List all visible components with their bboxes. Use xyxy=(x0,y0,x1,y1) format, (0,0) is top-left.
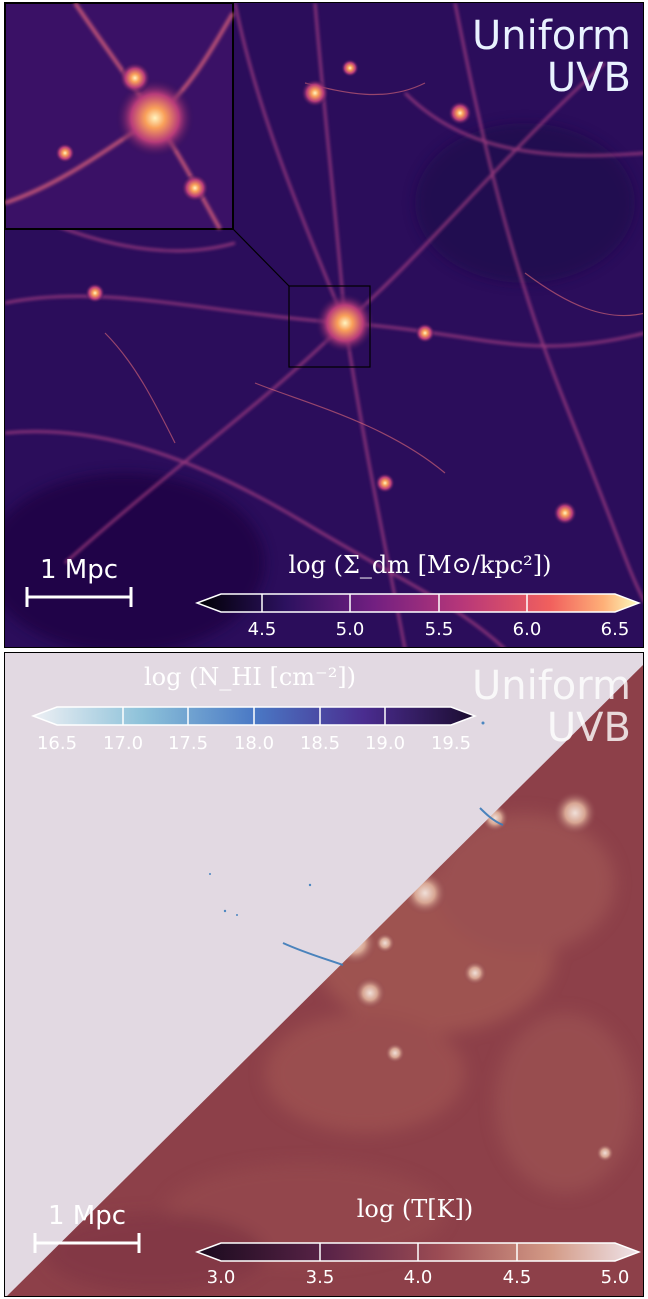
bottom-uvb-label-line2: UVB xyxy=(546,705,631,751)
temperature-colorbar-ticks: 3.0 3.5 4.0 4.5 5.0 xyxy=(195,1267,641,1291)
temperature-colorbar-tick: 4.0 xyxy=(403,1267,433,1288)
top-colorbar-tick: 4.5 xyxy=(247,619,277,640)
nhi-colorbar-tick: 18.0 xyxy=(233,733,275,754)
temperature-colorbar xyxy=(195,1242,641,1262)
top-scalebar-label: 1 Mpc xyxy=(39,555,119,585)
nhi-colorbar-tick: 19.0 xyxy=(364,733,406,754)
dark-matter-density-panel: Uniform UVB 1 Mpc log (Σ_dm [M⊙/kpc²]) xyxy=(4,2,644,648)
bottom-uvb-label-line1: Uniform xyxy=(471,663,631,709)
temperature-colorbar-tick: 5.0 xyxy=(600,1267,630,1288)
bottom-scalebar: 1 Mpc xyxy=(31,1201,143,1259)
temperature-colorbar-tick: 3.5 xyxy=(305,1267,335,1288)
nhi-colorbar-tick: 17.0 xyxy=(102,733,144,754)
top-scalebar-line xyxy=(25,587,133,607)
nhi-colorbar-title: log (N_HI [cm⁻²]) xyxy=(143,663,357,691)
temperature-colorbar-tick: 3.0 xyxy=(206,1267,236,1288)
nhi-colorbar-tick: 17.5 xyxy=(167,733,209,754)
bottom-uvb-label: Uniform UVB xyxy=(472,665,631,749)
top-colorbar-tick: 6.5 xyxy=(600,619,630,640)
top-colorbar-title: log (Σ_dm [M⊙/kpc²]) xyxy=(288,551,552,579)
top-colorbar-ticks: 4.5 5.0 5.5 6.0 6.5 xyxy=(195,619,641,643)
top-colorbar xyxy=(195,593,641,613)
top-colorbar-tick: 5.5 xyxy=(424,619,454,640)
nhi-colorbar-tick: 16.5 xyxy=(36,733,78,754)
top-uvb-label-line1: Uniform xyxy=(471,13,631,59)
hi-temperature-panel: Uniform UVB log (N_HI [cm⁻²]) 16.5 17.0 … xyxy=(4,652,644,1297)
temperature-colorbar-tick: 4.5 xyxy=(502,1267,532,1288)
nhi-colorbar xyxy=(31,706,477,726)
top-colorbar-tick: 5.0 xyxy=(335,619,365,640)
nhi-colorbar-tick: 19.5 xyxy=(430,733,472,754)
hi-temperature-map xyxy=(5,653,643,1296)
bottom-scalebar-label: 1 Mpc xyxy=(47,1201,127,1231)
bottom-scalebar-line xyxy=(33,1233,141,1253)
top-uvb-label: Uniform UVB xyxy=(472,15,631,99)
nhi-colorbar-tick: 18.5 xyxy=(299,733,341,754)
temperature-colorbar-title: log (T[K]) xyxy=(356,1195,474,1223)
top-uvb-label-line2: UVB xyxy=(546,55,631,101)
top-scalebar: 1 Mpc xyxy=(23,555,135,613)
nhi-colorbar-ticks: 16.5 17.0 17.5 18.0 18.5 19.0 19.5 xyxy=(31,733,477,757)
top-colorbar-tick: 6.0 xyxy=(512,619,542,640)
